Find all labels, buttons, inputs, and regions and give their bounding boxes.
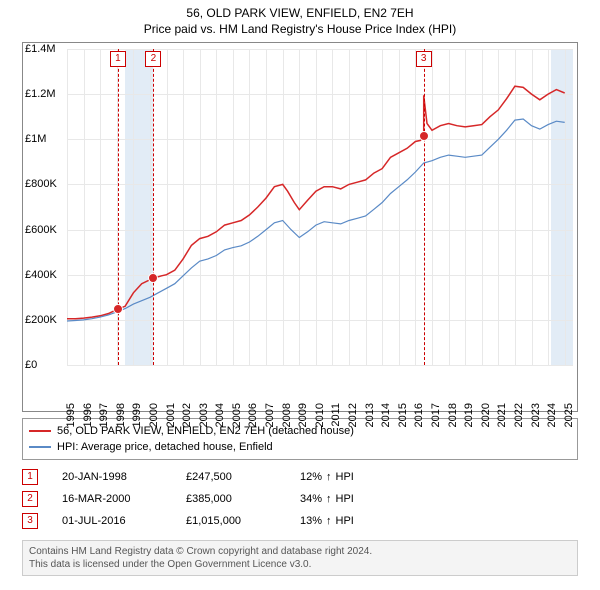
y-axis-tick-label: £1.4M [25, 43, 56, 55]
chart-lines [67, 49, 573, 365]
x-axis-tick-label: 2024 [546, 403, 558, 427]
x-axis-tick-label: 2008 [281, 403, 293, 427]
x-axis-tick-label: 2025 [563, 403, 575, 427]
event-number-box: 3 [416, 51, 432, 67]
x-axis-tick-label: 2017 [430, 403, 442, 427]
series-price_paid [67, 86, 565, 319]
x-axis-tick-label: 2015 [397, 403, 409, 427]
chart: 1 2 3 £0 £200K £400K £600K £800K £1M £1.2M £1.4M 1… [22, 42, 578, 412]
x-axis-tick-label: 2011 [330, 403, 342, 427]
sale-number-box: 3 [22, 513, 38, 529]
y-axis-tick-label: £1M [25, 133, 46, 145]
x-axis-tick-label: 1997 [98, 403, 110, 427]
x-axis-tick-label: 2006 [247, 403, 259, 427]
attribution-footer: Contains HM Land Registry data © Crown c… [22, 540, 578, 576]
sale-diff-suffix: HPI [336, 515, 354, 527]
x-axis-tick-label: 2002 [181, 403, 193, 427]
sale-diff-suffix: HPI [336, 493, 354, 505]
plot-area: 1 2 3 [67, 49, 573, 365]
x-axis-tick-label: 2016 [413, 403, 425, 427]
sale-price: £385,000 [186, 493, 276, 505]
sale-diff: 12% ↑ HPI [300, 471, 354, 483]
y-axis-tick-label: £800K [25, 178, 57, 190]
sale-price: £1,015,000 [186, 515, 276, 527]
sale-diff: 13% ↑ HPI [300, 515, 354, 527]
legend-swatch [29, 430, 51, 432]
x-axis-tick-label: 2001 [165, 403, 177, 427]
x-axis-tick-label: 2000 [148, 403, 160, 427]
x-axis-tick-label: 2012 [347, 403, 359, 427]
sale-number-box: 2 [22, 491, 38, 507]
x-axis-tick-label: 2010 [314, 403, 326, 427]
x-axis-tick-label: 2022 [513, 403, 525, 427]
sale-marker [419, 131, 429, 141]
series-hpi [67, 119, 565, 321]
sale-diff-suffix: HPI [336, 471, 354, 483]
sale-row: 1 20-JAN-1998 £247,500 12% ↑ HPI [22, 466, 578, 488]
x-axis-tick-label: 2013 [364, 403, 376, 427]
x-axis-tick-label: 2020 [480, 403, 492, 427]
footer-line-2: This data is licensed under the Open Gov… [29, 558, 571, 571]
sale-row: 3 01-JUL-2016 £1,015,000 13% ↑ HPI [22, 510, 578, 532]
sales-table: 1 20-JAN-1998 £247,500 12% ↑ HPI 2 16-MAR-2000 £… [22, 466, 578, 532]
event-line [424, 49, 425, 365]
sale-row: 2 16-MAR-2000 £385,000 34% ↑ HPI [22, 488, 578, 510]
y-axis-tick-label: £600K [25, 224, 57, 236]
footer-line-1: Contains HM Land Registry data © Crown c… [29, 545, 571, 558]
x-axis-tick-label: 1995 [65, 403, 77, 427]
x-axis-tick-label: 2003 [198, 403, 210, 427]
x-axis-tick-label: 2018 [447, 403, 459, 427]
title-address: 56, OLD PARK VIEW, ENFIELD, EN2 7EH [0, 6, 600, 20]
x-axis-tick-label: 2007 [264, 403, 276, 427]
sale-price: £247,500 [186, 471, 276, 483]
arrow-up-icon: ↑ [326, 515, 332, 527]
sale-diff-pct: 12% [300, 471, 322, 483]
sale-diff: 34% ↑ HPI [300, 493, 354, 505]
legend-label: HPI: Average price, detached house, Enfi… [57, 439, 273, 455]
y-axis-tick-label: £400K [25, 269, 57, 281]
sale-diff-pct: 34% [300, 493, 322, 505]
legend-swatch [29, 446, 51, 448]
sale-date: 01-JUL-2016 [62, 515, 162, 527]
sale-number-box: 1 [22, 469, 38, 485]
x-axis-tick-label: 1999 [131, 403, 143, 427]
sale-date: 16-MAR-2000 [62, 493, 162, 505]
x-axis-tick-label: 2021 [496, 403, 508, 427]
event-number-box: 2 [145, 51, 161, 67]
legend-item: HPI: Average price, detached house, Enfi… [29, 439, 571, 455]
x-axis-tick-label: 2019 [463, 403, 475, 427]
event-number-box: 1 [110, 51, 126, 67]
x-axis-tick-label: 1996 [82, 403, 94, 427]
sale-marker [148, 273, 158, 283]
title-subtitle: Price paid vs. HM Land Registry's House … [0, 22, 600, 36]
gridline-horizontal [67, 365, 573, 366]
x-axis-tick-label: 1998 [115, 403, 127, 427]
sale-date: 20-JAN-1998 [62, 471, 162, 483]
x-axis-tick-label: 2005 [231, 403, 243, 427]
x-axis-tick-label: 2009 [297, 403, 309, 427]
x-axis-tick-label: 2014 [380, 403, 392, 427]
y-axis-tick-label: £200K [25, 314, 57, 326]
arrow-up-icon: ↑ [326, 471, 332, 483]
y-axis-tick-label: £0 [25, 359, 37, 371]
x-axis-tick-label: 2004 [214, 403, 226, 427]
event-line [153, 49, 154, 365]
sale-marker [113, 304, 123, 314]
sale-diff-pct: 13% [300, 515, 322, 527]
x-axis-tick-label: 2023 [530, 403, 542, 427]
y-axis-tick-label: £1.2M [25, 88, 56, 100]
arrow-up-icon: ↑ [326, 493, 332, 505]
event-line [118, 49, 119, 365]
